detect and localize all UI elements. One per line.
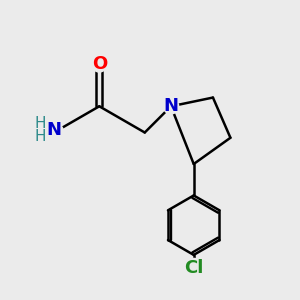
Text: N: N <box>46 121 61 139</box>
Circle shape <box>44 123 64 142</box>
Text: N: N <box>164 97 178 115</box>
Circle shape <box>92 57 107 72</box>
Circle shape <box>163 99 179 114</box>
Text: H: H <box>35 129 46 144</box>
Circle shape <box>184 258 203 278</box>
Text: H: H <box>35 116 46 131</box>
Text: O: O <box>92 55 107 73</box>
Text: Cl: Cl <box>184 259 203 277</box>
